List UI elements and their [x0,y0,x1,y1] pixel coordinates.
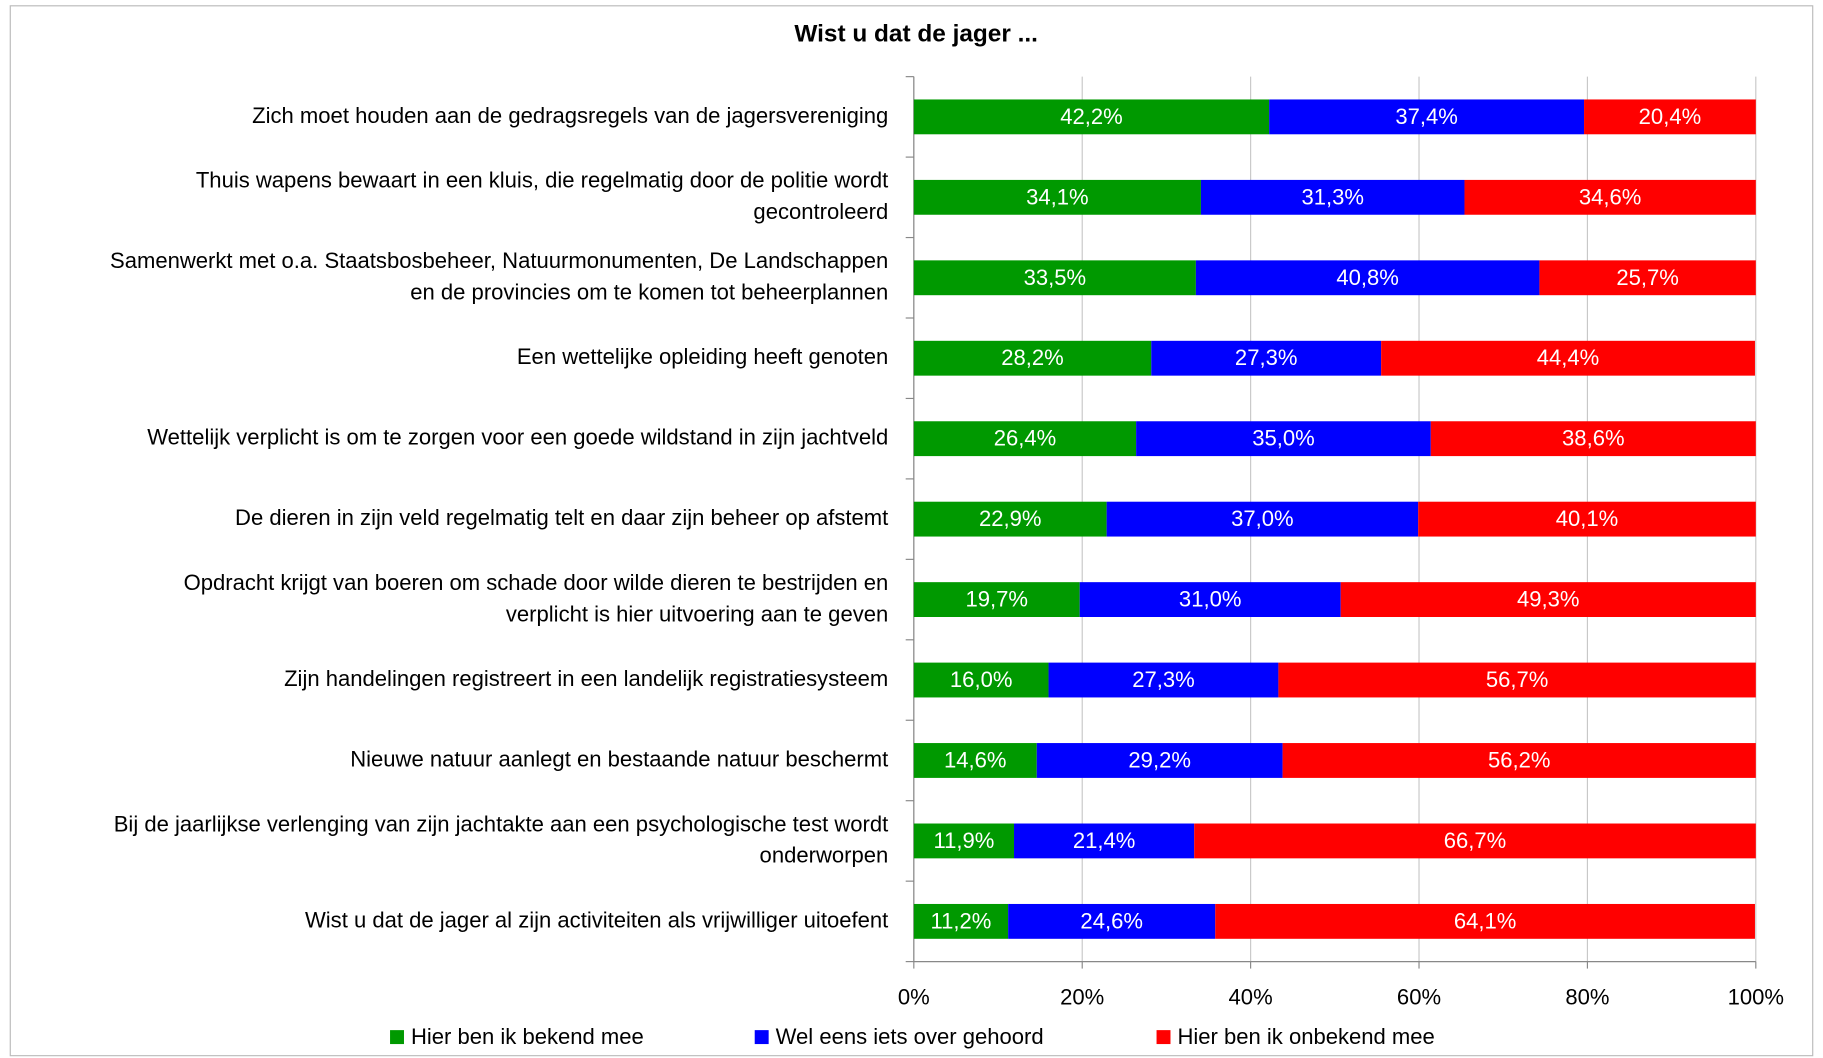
bar-segment [1539,260,1756,296]
category-label: De dieren in zijn veld regelmatig telt e… [235,505,888,530]
category-label: Nieuwe natuur aanlegt en bestaande natuu… [350,746,888,771]
value-label: 27,3% [1132,667,1195,692]
category-label: Opdracht krijgt van boeren om schade doo… [184,570,889,626]
value-label: 31,3% [1301,184,1364,209]
x-tick-label: 80% [1565,985,1609,1010]
bar-segment [913,501,1107,537]
value-label: 40,8% [1336,265,1399,290]
category-label: Wettelijk verplicht is om te zorgen voor… [147,425,888,450]
category-label: Wist u dat de jager al zijn activiteiten… [305,907,888,932]
bar-segment [1584,99,1756,135]
bar-segment [913,421,1137,457]
bar-segment [1215,903,1755,939]
bar-segment [913,903,1009,939]
value-label: 11,9% [933,828,994,853]
bar-segment [1136,421,1431,457]
value-label: 20,4% [1639,104,1702,129]
value-label: 16,0% [950,667,1013,692]
value-label: 14,6% [944,747,1007,772]
value-label: 42,2% [1060,104,1123,129]
bar-segment [1008,903,1216,939]
bar-segment [1106,501,1419,537]
legend-swatch [390,1030,404,1045]
value-label: 37,4% [1395,104,1458,129]
value-label: 24,6% [1080,908,1143,933]
value-label: 44,4% [1537,345,1600,370]
value-label: 33,5% [1024,265,1087,290]
bar-segment [1418,501,1756,537]
value-label: 56,7% [1486,667,1549,692]
bar-segment [913,582,1080,617]
bar-segment [1200,179,1465,215]
bar-segment [1278,662,1756,698]
bar-segment [913,340,1152,376]
bar-segment [913,179,1201,215]
value-label: 49,3% [1517,587,1580,612]
value-label: 29,2% [1128,747,1191,772]
value-label: 34,1% [1026,184,1089,209]
value-label: 26,4% [994,426,1057,451]
value-label: 22,9% [979,506,1042,531]
bar-segment [913,823,1015,859]
bar-segment [1381,340,1755,376]
value-label: 25,7% [1616,265,1679,290]
value-label: 37,0% [1231,506,1294,531]
bar-segment [1269,99,1585,135]
value-label: 38,6% [1562,426,1625,451]
category-label: Zich moet houden aan de gedragsregels va… [252,103,888,128]
value-label: 64,1% [1454,908,1517,933]
value-label: 28,2% [1001,345,1064,370]
category-label: Samenwerkt met o.a. Staatsbosbeheer, Nat… [110,248,888,304]
bar-segment [1014,823,1195,859]
legend-label: Wel eens iets over gehoord [776,1024,1044,1049]
x-tick-label: 0% [898,985,930,1010]
bar-segment [913,260,1196,296]
bar-segment [1036,743,1283,778]
legend-swatch [1156,1030,1171,1045]
value-label: 27,3% [1235,345,1298,370]
value-label: 31,0% [1179,587,1242,612]
bar-segment [1340,582,1756,617]
category-label: Zijn handelingen registreert in een land… [284,666,888,691]
bar-segment [913,743,1037,778]
value-label: 34,6% [1579,184,1642,209]
legend-swatch [754,1030,769,1045]
x-tick-label: 20% [1060,985,1104,1010]
legend-label: Hier ben ik bekend mee [411,1024,644,1049]
value-label: 11,2% [931,908,992,933]
x-tick-label: 100% [1728,985,1784,1010]
bar-segment [913,99,1270,135]
bar-segment [1195,260,1540,296]
bar-segment [1430,421,1756,457]
value-label: 56,2% [1488,747,1551,772]
chart-title: Wist u dat de jager ... [794,20,1038,47]
category-label: Een wettelijke opleiding heeft genoten [517,344,888,369]
bar-segment [1048,662,1279,698]
legend-label: Hier ben ik onbekend mee [1177,1024,1434,1049]
bar-segment [1194,823,1756,859]
value-label: 40,1% [1556,506,1619,531]
category-label: Bij de jaarlijkse verlenging van zijn ja… [114,811,889,867]
bar-segment [1079,582,1341,617]
bar-segment [1464,179,1756,215]
x-tick-label: 60% [1397,985,1441,1010]
bar-segment [1151,340,1382,376]
bar-segment [1282,743,1756,778]
category-label: Thuis wapens bewaart in een kluis, die r… [196,167,888,223]
value-label: 21,4% [1073,828,1136,853]
value-label: 35,0% [1252,426,1315,451]
x-tick-label: 40% [1229,985,1273,1010]
value-label: 66,7% [1444,828,1507,853]
value-label: 19,7% [966,587,1029,612]
bar-segment [913,662,1049,698]
